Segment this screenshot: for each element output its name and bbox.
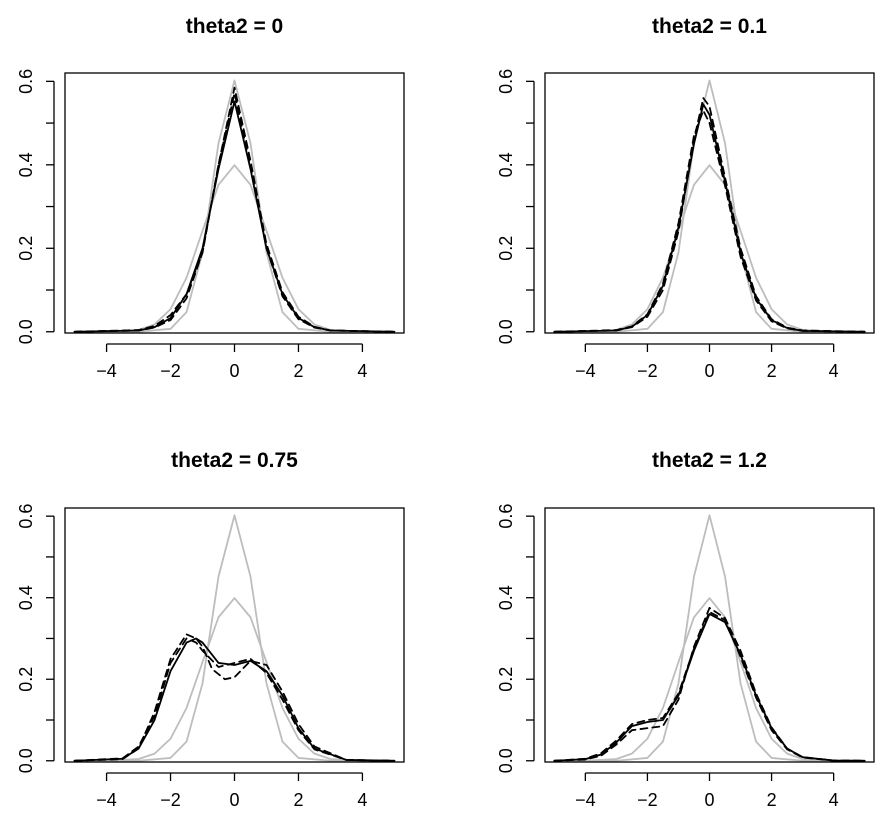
- series-line-black-dashed: [73, 633, 396, 762]
- y-tick-label: 0.4: [496, 585, 516, 610]
- series-line-gray-solid: [73, 597, 396, 762]
- x-tick-label: 0: [704, 790, 714, 810]
- x-tick-label: 4: [829, 790, 839, 810]
- x-tick-label: 2: [293, 790, 303, 810]
- panel-title: theta2 = 0: [186, 15, 283, 38]
- x-tick-label: −4: [96, 790, 117, 810]
- series-line-black-solid: [553, 103, 866, 333]
- series-line-gray-solid: [553, 164, 866, 333]
- x-tick-label: 4: [357, 361, 367, 381]
- series-line-gray-solid: [553, 597, 866, 762]
- x-tick-label: 0: [704, 361, 714, 381]
- x-tick-label: 4: [829, 361, 839, 381]
- series-line-gray-solid: [73, 514, 396, 762]
- series-line-black-solid: [73, 637, 396, 762]
- x-tick-label: 0: [229, 790, 239, 810]
- y-tick-label: 0.2: [496, 236, 516, 261]
- series-line-black-dashed: [73, 86, 396, 333]
- series-line-black-dashed: [553, 606, 866, 762]
- series-line-black-solid: [553, 613, 866, 762]
- plot-frame: [64, 507, 405, 763]
- plot-frame: [544, 507, 875, 763]
- y-tick-label: 0.0: [16, 319, 36, 344]
- x-tick-label: −4: [575, 790, 596, 810]
- y-tick-label: 0.0: [16, 748, 36, 773]
- series-line-gray-solid: [73, 79, 396, 333]
- y-tick-label: 0.4: [496, 152, 516, 177]
- x-tick-label: 0: [229, 361, 239, 381]
- y-tick-label: 0.2: [16, 236, 36, 261]
- y-tick-label: 0.4: [16, 152, 36, 177]
- series-line-black-dashed: [553, 97, 866, 333]
- x-tick-label: −2: [637, 361, 658, 381]
- y-tick-label: 0.0: [496, 748, 516, 773]
- panel-title: theta2 = 0.75: [171, 449, 298, 472]
- x-tick-label: −2: [160, 790, 181, 810]
- panel-theta2-1-2: theta2 = 1.2 −4 −2 0 2 4 0.0 0.2 0.4 0.6: [496, 449, 875, 810]
- series-line-black-dashed: [73, 92, 396, 333]
- y-tick-label: 0.4: [16, 585, 36, 610]
- y-tick-label: 0.6: [16, 504, 36, 529]
- y-tick-label: 0.6: [16, 69, 36, 94]
- panel-theta2-0-75: theta2 = 0.75 −4 −2 0 2 4 0.0 0.2 0.4 0.6: [16, 449, 405, 810]
- series-line-black-solid: [73, 100, 396, 333]
- x-tick-label: −2: [637, 790, 658, 810]
- series-line-gray-solid: [553, 79, 866, 333]
- x-tick-label: 4: [357, 790, 367, 810]
- y-tick-label: 0.0: [496, 319, 516, 344]
- x-tick-label: −2: [160, 361, 181, 381]
- x-tick-label: −4: [575, 361, 596, 381]
- y-tick-label: 0.2: [496, 667, 516, 692]
- x-tick-label: 2: [293, 361, 303, 381]
- y-tick-label: 0.6: [496, 504, 516, 529]
- series-line-black-dashed: [73, 637, 396, 762]
- panel-title: theta2 = 1.2: [652, 449, 767, 472]
- series-line-black-dashed: [553, 109, 866, 333]
- y-tick-label: 0.2: [16, 667, 36, 692]
- series-line-black-dashed: [553, 611, 866, 762]
- x-tick-label: −4: [96, 361, 117, 381]
- x-tick-label: 2: [767, 361, 777, 381]
- plot-frame: [544, 72, 875, 334]
- y-tick-label: 0.6: [496, 69, 516, 94]
- panel-theta2-0: theta2 = 0 −4 −2 0 2 4 0.0 0.2 0.4 0.6: [16, 15, 405, 381]
- panel-theta2-0-1: theta2 = 0.1 −4 −2 0 2 4 0.0 0.2 0.4 0.6: [496, 15, 875, 381]
- x-tick-label: 2: [767, 790, 777, 810]
- series-line-gray-solid: [73, 164, 396, 333]
- series-line-gray-solid: [553, 514, 866, 762]
- plot-frame: [64, 72, 405, 334]
- panel-title: theta2 = 0.1: [652, 15, 767, 38]
